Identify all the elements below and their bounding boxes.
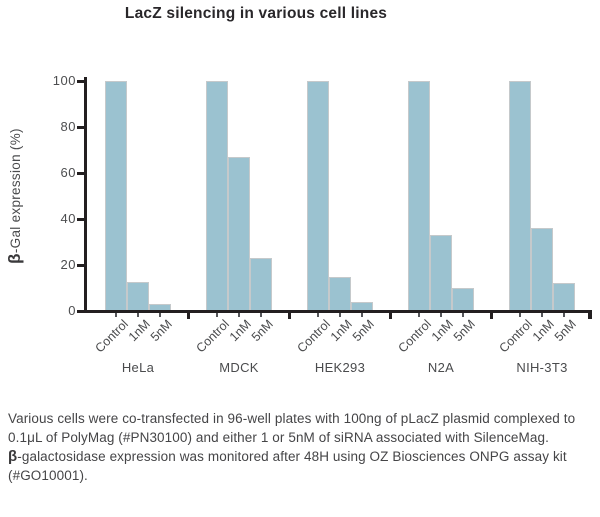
group-label: NIH-3T3 [516,360,568,375]
bar-hela-1nm [127,282,149,312]
x-minor-tick [216,313,218,317]
x-axis-end-tick [588,313,592,319]
x-bar-label: Control [395,317,434,356]
x-minor-tick [440,313,442,317]
bar-hela-control [105,81,127,312]
x-bar-label: Control [294,317,333,356]
x-bar-label: 1nM [125,317,153,345]
y-tick [77,263,85,267]
x-bar-label: 1nM [327,317,355,345]
bar-n2a-1nm [430,235,452,312]
y-tick-label: 100 [52,73,76,88]
x-minor-tick [361,313,363,317]
x-major-tick [489,313,494,319]
caption: Various cells were co-transfected in 96-… [8,409,594,485]
x-minor-tick [137,313,139,317]
y-tick [77,171,85,175]
x-minor-tick [462,313,464,317]
bar-hek293-control [307,81,329,312]
x-major-tick [186,313,191,319]
x-minor-tick [339,313,341,317]
x-bar-label: 5nM [248,317,276,345]
caption-paragraph-2-rest: -galactosidase expression was monitored … [8,449,567,483]
group-label: N2A [427,360,455,375]
y-tick [77,217,85,221]
y-tick-label: 40 [60,211,76,226]
bar-nih-3t3-5nm [553,283,575,312]
x-minor-tick [238,313,240,317]
y-axis-label: β-Gal expression (%) [5,128,25,264]
y-tick-label: 0 [68,303,76,318]
y-tick-label: 60 [60,165,76,180]
group-label: HeLa [121,360,155,375]
bar-mdck-5nm [250,258,272,312]
x-bar-label: 5nM [147,317,175,345]
caption-paragraph-1: Various cells were co-transfected in 96-… [8,411,576,445]
x-bar-label: 1nM [428,317,456,345]
bar-hek293-1nm [329,276,351,312]
bar-n2a-control [408,81,430,312]
x-minor-tick [519,313,521,317]
x-bar-label: 5nM [349,317,377,345]
x-bar-label: 1nM [529,317,557,345]
x-major-tick [388,313,393,319]
y-tick-label: 80 [60,119,76,134]
bar-mdck-1nm [228,156,250,312]
group-label: HEK293 [314,360,366,375]
x-minor-tick [541,313,543,317]
bar-mdck-control [206,81,228,312]
x-bar-label: 1nM [226,317,254,345]
bar-n2a-5nm [452,288,474,312]
y-tick [77,125,85,129]
x-minor-tick [115,313,117,317]
x-minor-tick [159,313,161,317]
x-minor-tick [317,313,319,317]
y-axis-line [84,77,87,313]
x-major-tick [287,313,292,319]
bar-nih-3t3-control [509,81,531,312]
y-tick [77,309,85,313]
x-bar-label: 5nM [551,317,579,345]
y-tick-label: 20 [60,257,76,272]
group-label: MDCK [219,360,259,375]
x-bar-label: 5nM [450,317,478,345]
chart-title: LacZ silencing in various cell lines [124,5,388,22]
x-minor-tick [260,313,262,317]
y-tick [77,79,85,83]
x-bar-label: Control [193,317,232,356]
x-minor-tick [418,313,420,317]
caption-paragraph-2: β-galactosidase expression was monitored… [8,447,594,485]
x-bar-label: Control [496,317,535,356]
y-axis-label-beta: β [5,253,24,264]
x-bar-label: Control [92,317,131,356]
y-axis-label-rest: -Gal expression (%) [8,128,23,254]
x-minor-tick [563,313,565,317]
x-axis-line [84,310,592,313]
caption-beta: β [8,448,18,465]
bar-nih-3t3-1nm [531,228,553,312]
